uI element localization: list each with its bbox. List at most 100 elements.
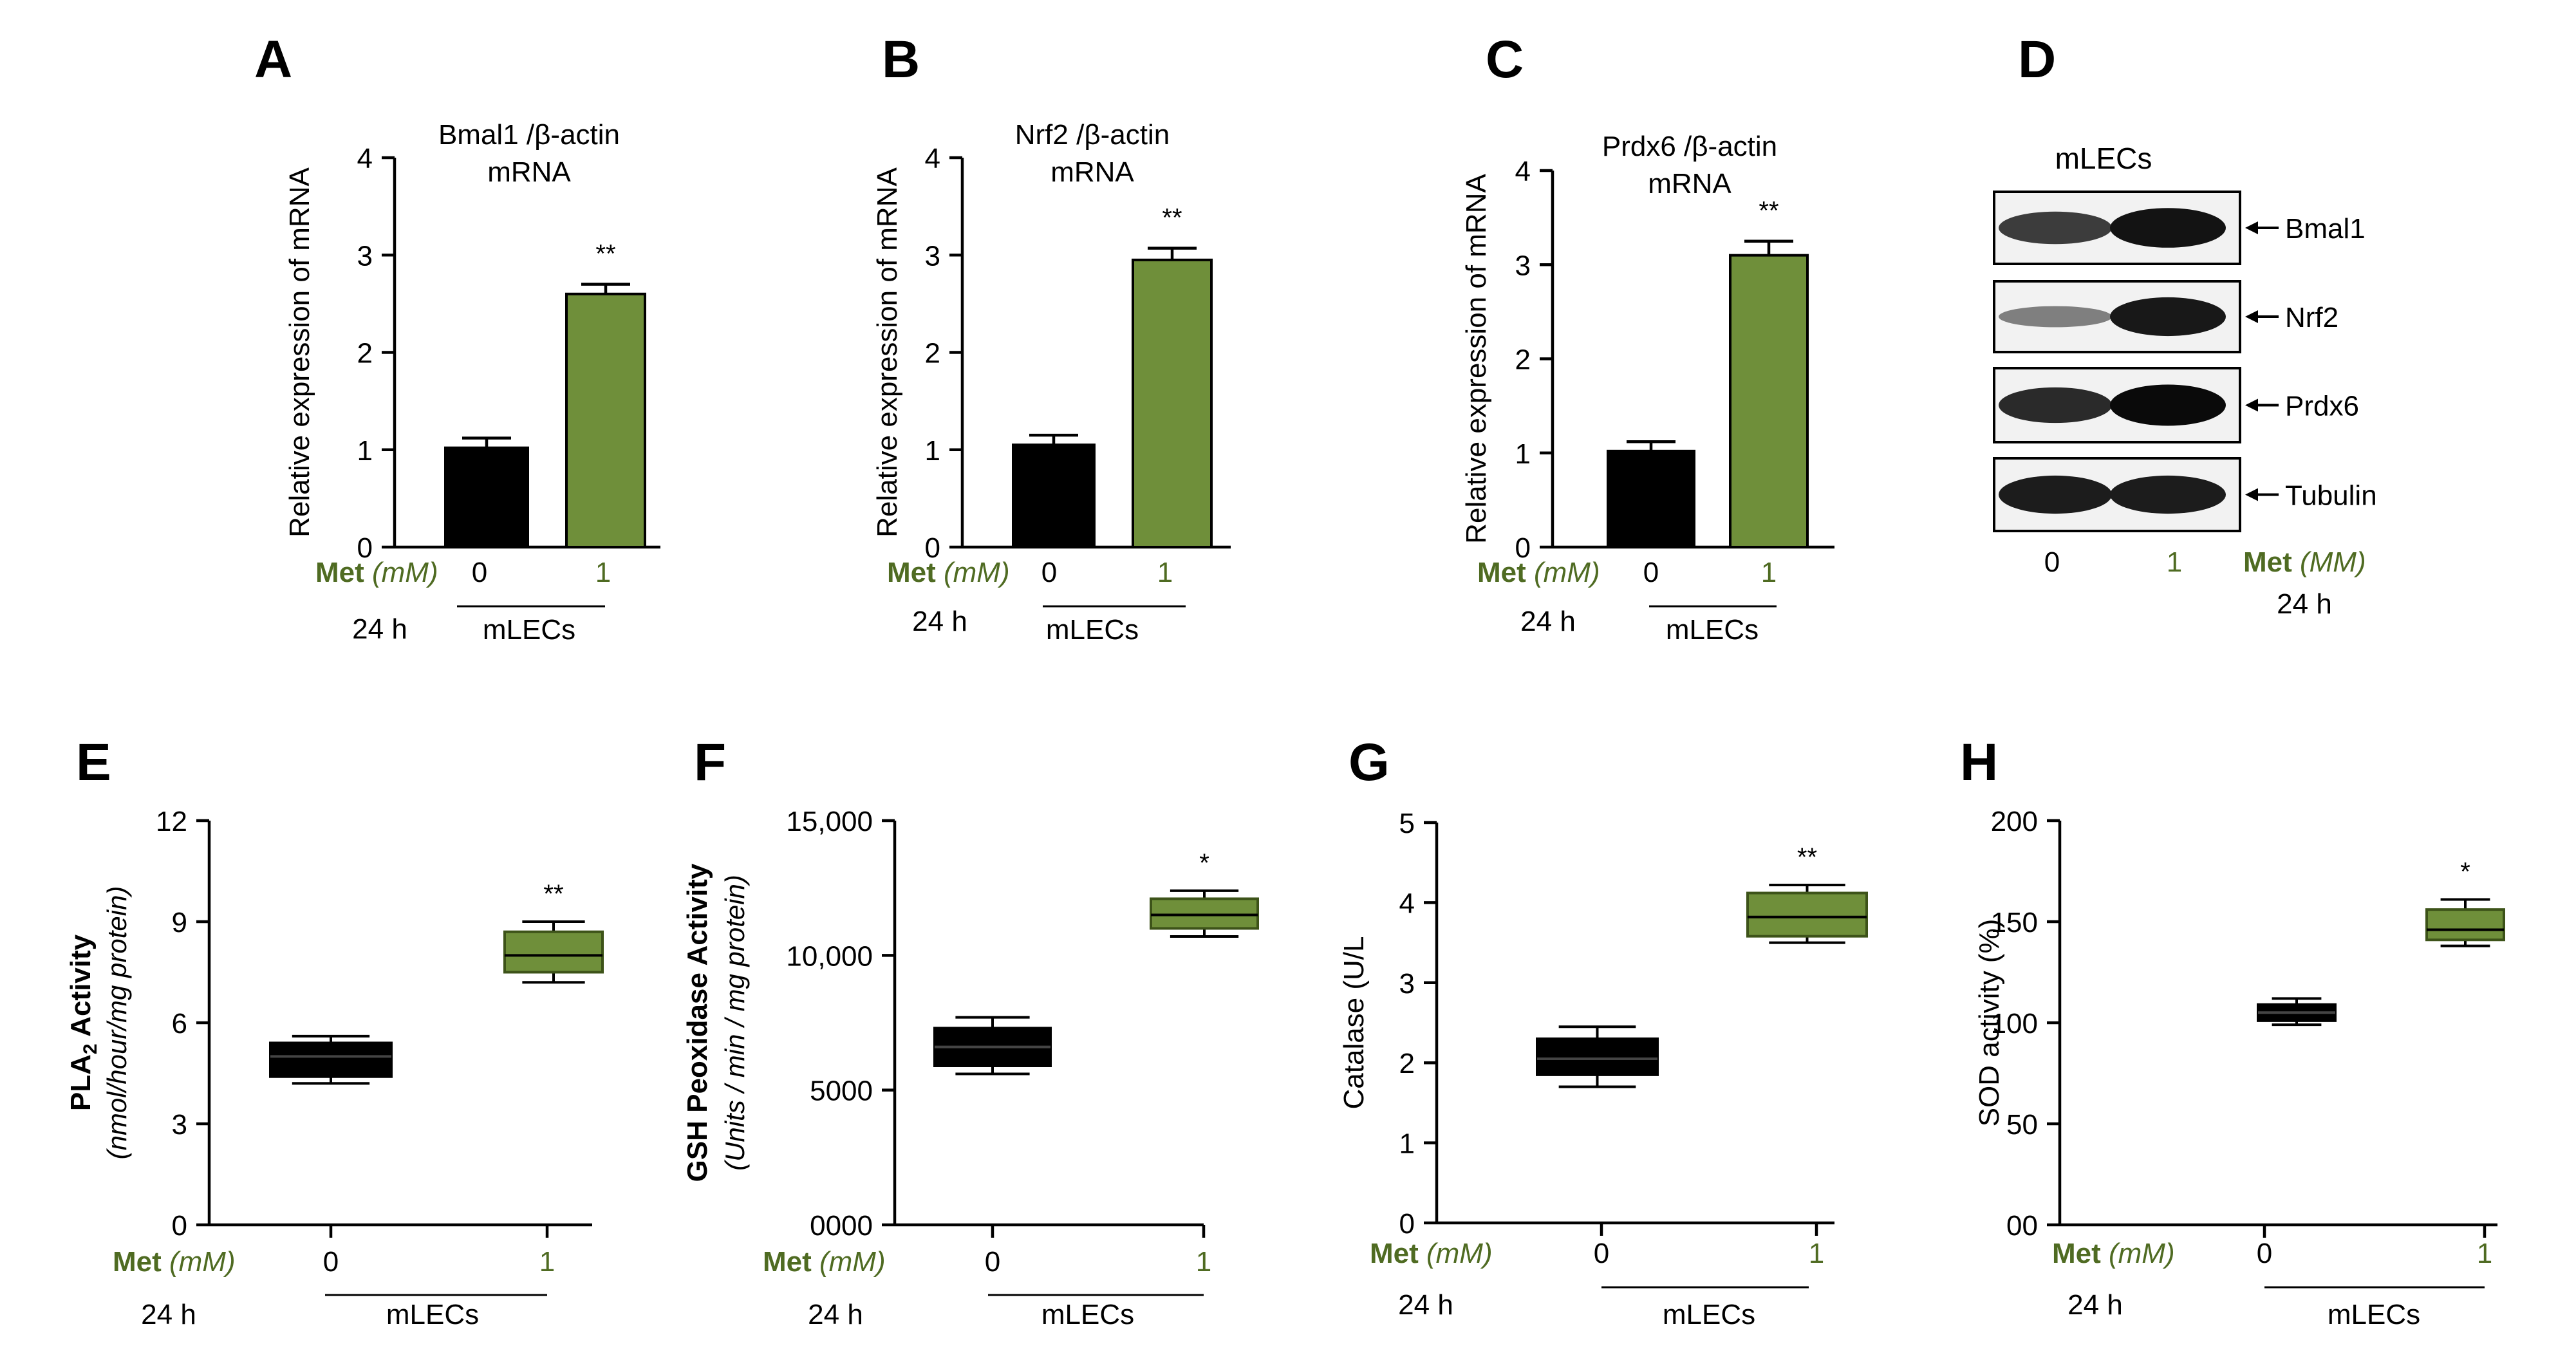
panel-letter-E: E: [76, 733, 111, 792]
met-label-unit: (mM): [812, 1246, 886, 1278]
x-label-0: 0: [1041, 557, 1057, 588]
x-label-1: 1: [1809, 1238, 1824, 1269]
met-label: Met (mM): [763, 1246, 886, 1278]
y-axis-label-main: PLA: [65, 1054, 97, 1111]
box-0: [1536, 1037, 1659, 1076]
met-label-bold: Met: [1370, 1238, 1419, 1269]
blot-band: [2110, 297, 2226, 337]
band-label-Bmal1: Bmal1: [2285, 213, 2366, 245]
blot-band: [1999, 387, 2112, 424]
met-label: Met (mM): [1370, 1238, 1493, 1269]
y-axis-label-main: GSH Peoxidase Activity: [682, 863, 713, 1182]
panel-letter-F: F: [694, 733, 726, 792]
chart-title-line2: mRNA: [1050, 156, 1134, 188]
y-axis-label: Relative expression of mRNA: [1461, 174, 1492, 544]
y-axis-label: PLA2 Activity: [65, 934, 101, 1111]
y-axis-unit: (Units / min / mg protein): [720, 875, 750, 1171]
significance-mark: **: [595, 240, 615, 268]
chart-title-line2: mRNA: [1648, 168, 1731, 200]
x-label-1: 1: [595, 557, 611, 588]
y-tick-label: 1: [357, 435, 373, 467]
y-tick-label: 100: [1991, 1008, 2038, 1039]
y-tick-label: 1: [1515, 438, 1531, 470]
y-tick-label: 12: [156, 806, 187, 837]
bar-0: [1607, 449, 1695, 549]
x-label-1: 1: [1157, 557, 1173, 588]
y-tick-label: 0: [1515, 532, 1531, 564]
y-axis-label-subscript: 2: [80, 1043, 101, 1054]
time-label: 24 h: [1398, 1289, 1453, 1321]
y-tick-label: 3: [1515, 250, 1531, 281]
y-tick-label: 2: [1515, 344, 1531, 376]
y-tick-label: 15,000: [786, 806, 873, 837]
y-tick-label: 10,000: [786, 940, 873, 972]
band-label-Prdx6: Prdx6: [2285, 391, 2359, 422]
panel-letter-G: G: [1349, 733, 1390, 792]
chart-title-line1: Prdx6 /β-actin: [1602, 131, 1777, 162]
group-label: mLECs: [1046, 614, 1139, 646]
bar-0: [444, 446, 529, 548]
significance-mark: **: [1759, 197, 1778, 225]
y-tick-label: 6: [172, 1008, 187, 1039]
y-axis-label: SOD activity (%): [1974, 919, 2005, 1127]
y-axis-label: Relative expression of mRNA: [872, 167, 903, 537]
y-tick-label: 2: [925, 338, 940, 369]
y-axis-label: Catalase (U/L: [1338, 936, 1370, 1109]
x-label-1: 1: [1196, 1246, 1211, 1278]
y-tick-label: 9: [172, 907, 187, 938]
group-label: mLECs: [1041, 1299, 1134, 1330]
panel-letter-H: H: [1960, 733, 1998, 792]
x-label-1: 1: [539, 1246, 555, 1278]
bar-1: [1132, 258, 1213, 548]
arrow-head: [2245, 488, 2258, 501]
y-tick-label: 4: [925, 143, 940, 174]
chart-title-line1: Bmal1 /β-actin: [438, 119, 620, 151]
significance-mark: **: [543, 880, 563, 908]
blot-band: [1999, 211, 2112, 245]
met-label: Met (mM): [1477, 557, 1600, 588]
panel-letter-C: C: [1486, 30, 1524, 89]
time-label: 24 h: [1520, 606, 1576, 637]
band-label-Nrf2: Nrf2: [2285, 302, 2338, 333]
panel-letter-D: D: [2018, 30, 2056, 89]
met-label-bold: Met: [113, 1246, 162, 1278]
box-1: [1150, 897, 1259, 930]
y-tick-label: 2: [357, 338, 373, 369]
box-0: [269, 1041, 393, 1078]
blot-band: [1999, 306, 2112, 328]
y-tick-label: 00: [2006, 1210, 2038, 1242]
y-tick-label: 0: [172, 1210, 187, 1242]
met-label-unit: (mM): [1526, 557, 1600, 588]
x-label-0: 0: [1643, 557, 1659, 588]
time-label: 24 h: [352, 613, 407, 645]
bar-0: [1012, 443, 1096, 548]
y-tick-label: 0: [925, 532, 940, 564]
y-tick-label: 2: [1399, 1048, 1415, 1079]
x-label-0: 0: [323, 1246, 339, 1278]
met-label: Met (mM): [315, 557, 438, 588]
group-label: mLECs: [483, 614, 575, 646]
band-label-Tubulin: Tubulin: [2285, 480, 2377, 512]
blot-band: [2110, 384, 2226, 426]
arrow-head: [2245, 398, 2258, 412]
panel-letter-B: B: [882, 30, 920, 89]
y-tick-label: 150: [1991, 907, 2038, 938]
box-1: [1746, 891, 1868, 938]
y-tick-label: 1: [925, 435, 940, 467]
group-label: mLECs: [2328, 1299, 2420, 1330]
time-label: 24 h: [808, 1299, 863, 1330]
blot-band: [2110, 208, 2226, 248]
blot-header: mLECs: [2055, 142, 2152, 175]
y-axis-label: Relative expression of mRNA: [284, 167, 315, 537]
y-tick-label: 3: [357, 240, 373, 272]
x-label-0: 0: [1594, 1238, 1609, 1269]
y-axis-label-rest: Activity: [65, 934, 97, 1043]
significance-mark: **: [1797, 843, 1817, 871]
met-label-unit: (mM): [2101, 1238, 2175, 1269]
bar-1: [565, 292, 646, 548]
x-label-0: 0: [472, 557, 487, 588]
y-tick-label: 4: [1399, 888, 1415, 919]
met-label-unit: (mM): [936, 557, 1010, 588]
